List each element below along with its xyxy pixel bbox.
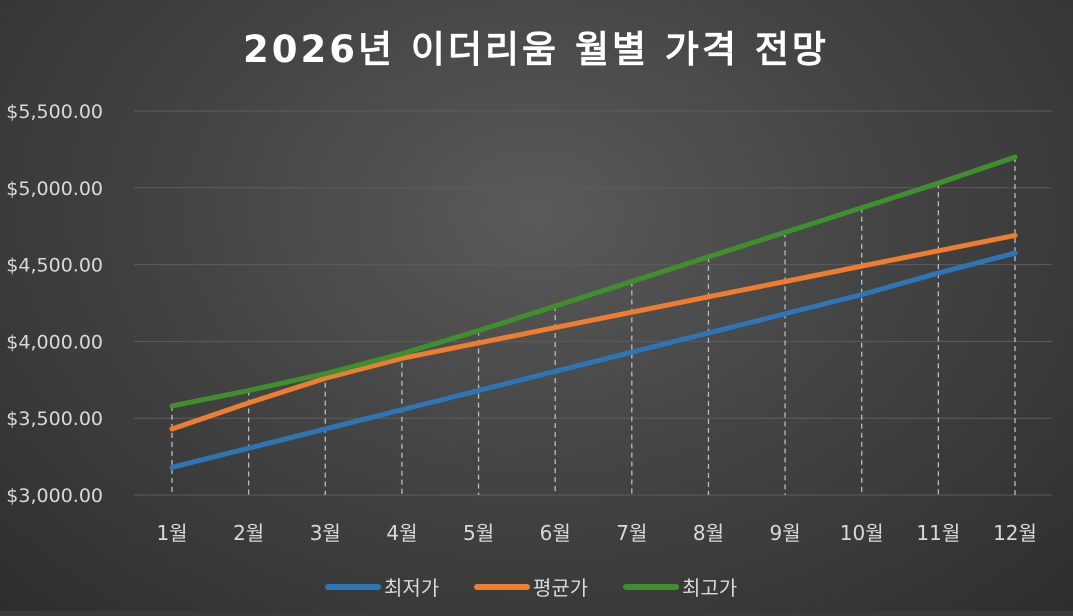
- y-tick-label: $3,000.00: [6, 485, 103, 507]
- data-point: [399, 407, 405, 413]
- y-tick-label: $5,500.00: [6, 101, 103, 123]
- drop-lines: [171, 157, 1016, 495]
- data-point: [476, 340, 482, 346]
- x-tick-label: 12월: [993, 521, 1037, 545]
- data-point: [629, 309, 635, 315]
- data-point: [246, 400, 252, 406]
- series-line-3: [169, 154, 1018, 409]
- data-point: [399, 355, 405, 361]
- data-point: [782, 229, 788, 235]
- data-point: [322, 426, 328, 432]
- data-point: [169, 426, 175, 432]
- data-point: [169, 464, 175, 470]
- data-point: [859, 205, 865, 211]
- data-point: [1012, 232, 1018, 238]
- legend: 최저가 평균가 최고가: [325, 576, 737, 600]
- legend-label: 최고가: [682, 576, 737, 600]
- y-tick-label: $5,000.00: [6, 178, 103, 200]
- data-point: [705, 294, 711, 300]
- data-point: [782, 311, 788, 317]
- data-point: [246, 445, 252, 451]
- x-tick-label: 10월: [840, 521, 884, 545]
- data-point: [246, 388, 252, 394]
- y-tick-label: $3,500.00: [6, 408, 103, 430]
- x-axis: 1월 2월 3월 4월 5월 6월 7월 8월 9월 10월 11월 12월: [156, 521, 1036, 545]
- data-point: [552, 325, 558, 331]
- y-tick-label: $4,500.00: [6, 255, 103, 277]
- data-point: [169, 403, 175, 409]
- legend-label: 평균가: [533, 576, 588, 600]
- gridlines: [134, 110, 1052, 496]
- series-line-1: [169, 250, 1018, 470]
- data-point: [629, 278, 635, 284]
- x-tick-label: 4월: [386, 521, 417, 545]
- data-point: [705, 254, 711, 260]
- y-axis: $3,000.00 $3,500.00 $4,000.00 $4,500.00 $5,0…: [6, 101, 103, 507]
- data-point: [476, 388, 482, 394]
- data-point: [935, 180, 941, 186]
- x-tick-label: 3월: [310, 521, 341, 545]
- series-line-2: [169, 232, 1018, 432]
- data-point: [782, 278, 788, 284]
- x-tick-label: 8월: [693, 521, 724, 545]
- series-lines: [169, 154, 1018, 470]
- data-point: [476, 328, 482, 334]
- data-point: [1012, 154, 1018, 160]
- data-point: [399, 351, 405, 357]
- x-tick-label: 6월: [540, 521, 571, 545]
- data-point: [322, 375, 328, 381]
- data-point: [629, 349, 635, 355]
- data-point: [552, 368, 558, 374]
- legend-label: 최저가: [384, 576, 439, 600]
- data-point: [1012, 250, 1018, 256]
- data-point: [859, 263, 865, 269]
- data-point: [935, 248, 941, 254]
- x-tick-label: 2월: [233, 521, 264, 545]
- x-tick-label: 11월: [916, 521, 960, 545]
- data-point: [552, 303, 558, 309]
- x-tick-label: 1월: [156, 521, 187, 545]
- x-tick-label: 9월: [770, 521, 801, 545]
- chart-title: 2026년 이더리움 월별 가격 전망: [243, 28, 829, 71]
- y-tick-label: $4,000.00: [6, 331, 103, 353]
- x-tick-label: 7월: [616, 521, 647, 545]
- x-tick-label: 5월: [463, 521, 494, 545]
- data-point: [935, 270, 941, 276]
- data-point: [859, 292, 865, 298]
- data-point: [705, 330, 711, 336]
- data-point: [322, 371, 328, 377]
